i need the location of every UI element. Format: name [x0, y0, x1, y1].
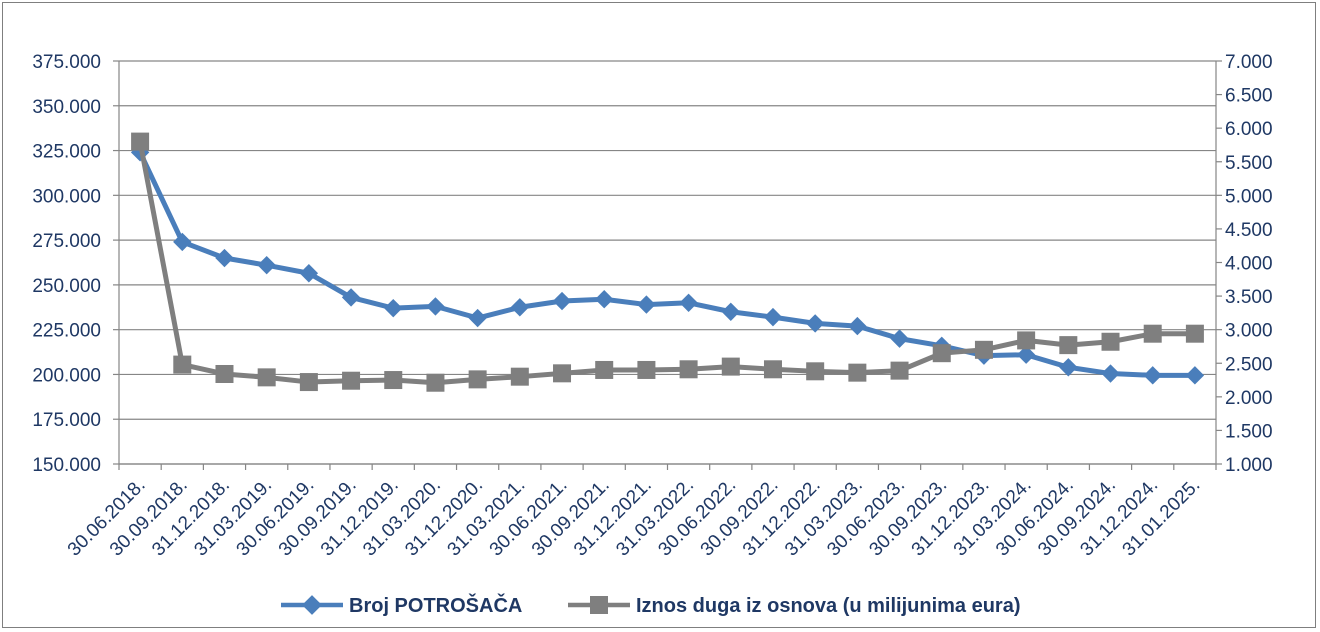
debt-point	[1101, 332, 1120, 351]
debt-point	[721, 357, 740, 376]
consumers-point	[426, 297, 445, 316]
legend-label-debt: Iznos duga iz osnova (u milijunima eura)	[636, 595, 1021, 617]
legend-item-consumers: Broj POTROŠAČA	[281, 593, 522, 617]
consumers-point	[637, 295, 656, 314]
debt-point	[763, 360, 782, 379]
left-tick-label: 300.000	[32, 186, 101, 207]
consumers-point	[805, 314, 825, 333]
debt-point	[299, 373, 318, 392]
consumers-point	[510, 298, 530, 317]
consumers-point	[721, 302, 740, 321]
left-tick-label: 375.000	[32, 52, 101, 73]
right-tick-label: 4.000	[1225, 254, 1273, 275]
debt-point	[215, 364, 234, 383]
consumers-point	[763, 307, 783, 327]
right-tick-label: 1.500	[1225, 421, 1273, 442]
consumers-point	[679, 293, 698, 312]
consumers-point	[1143, 366, 1162, 385]
debt-point	[426, 373, 445, 392]
debt-point	[257, 368, 276, 387]
debt-point	[974, 340, 993, 359]
debt-point	[890, 361, 909, 380]
right-tick-label: 7.000	[1225, 52, 1273, 73]
right-tick-label: 2.000	[1225, 388, 1273, 409]
right-tick-label: 6.500	[1225, 86, 1273, 107]
consumers-point	[384, 298, 403, 318]
consumers-point	[1016, 345, 1036, 364]
series-layer	[130, 132, 1205, 392]
right-tick-label: 5.000	[1225, 186, 1273, 207]
left-axis-ticks: 150.000 175.000 200.000 225.000 250.000 275.0…	[32, 52, 101, 476]
consumers-point	[299, 264, 319, 283]
right-tick-label: 4.500	[1225, 220, 1273, 241]
legend-item-debt: Iznos duga iz osnova (u milijunima eura)	[568, 595, 1021, 617]
axes	[113, 60, 1222, 470]
left-tick-label: 150.000	[32, 455, 101, 476]
right-tick-label: 2.500	[1225, 354, 1273, 375]
left-tick-label: 175.000	[32, 410, 101, 431]
debt-point	[131, 132, 150, 151]
debt-point	[806, 362, 825, 381]
right-tick-label: 5.500	[1225, 153, 1273, 174]
consumers-point	[552, 291, 572, 311]
debt-point	[1017, 331, 1036, 350]
left-tick-label: 225.000	[32, 321, 101, 342]
debt-point	[1143, 324, 1162, 343]
x-axis-ticks: 30.06.2018.30.09.2018.31.12.2018.31.03.2…	[64, 475, 1205, 561]
consumers-point	[257, 255, 276, 275]
debt-point	[932, 344, 951, 363]
legend-label-consumers: Broj POTROŠAČA	[349, 593, 522, 617]
left-tick-label: 275.000	[32, 231, 101, 252]
consumers-point	[173, 232, 192, 252]
right-tick-label: 3.000	[1225, 321, 1273, 342]
debt-point	[1185, 324, 1204, 343]
debt-point	[848, 363, 867, 382]
debt-point	[384, 371, 403, 390]
right-tick-label: 6.000	[1225, 119, 1273, 140]
debt-point	[510, 367, 529, 386]
consumers-point	[848, 316, 867, 336]
consumers-point	[890, 329, 909, 348]
debt-point	[342, 371, 361, 390]
left-tick-label: 200.000	[32, 365, 101, 386]
right-tick-label: 1.000	[1225, 455, 1273, 476]
legend-square-marker	[590, 596, 608, 614]
left-tick-label: 325.000	[32, 142, 101, 163]
legend: Broj POTROŠAČA Iznos duga iz osnova (u m…	[281, 593, 1021, 617]
debt-point	[553, 364, 572, 383]
debt-point	[679, 360, 698, 379]
debt-point	[173, 355, 192, 374]
consumers-point	[1185, 366, 1205, 385]
series-line-1	[137, 141, 1195, 386]
right-tick-label: 3.500	[1225, 287, 1273, 308]
consumers-point	[341, 288, 361, 307]
consumers-point	[468, 308, 487, 328]
consumers-point	[595, 290, 614, 309]
legend-diamond-marker	[302, 595, 322, 615]
line-chart: 150.000 175.000 200.000 225.000 250.000 275.0…	[32, 52, 1273, 617]
consumers-point	[1101, 364, 1120, 383]
consumers-point	[215, 248, 234, 268]
consumers-point	[1059, 358, 1078, 377]
right-axis-ticks: 1.000 1.500 2.000 2.500 3.000 3.500 4.000 4.500…	[1225, 52, 1273, 476]
debt-point	[468, 370, 487, 389]
debt-point	[637, 360, 656, 379]
debt-point	[1059, 336, 1078, 355]
debt-point	[595, 360, 614, 379]
gridlines	[119, 60, 1216, 465]
left-tick-label: 250.000	[32, 276, 101, 297]
left-tick-label: 350.000	[32, 97, 101, 118]
